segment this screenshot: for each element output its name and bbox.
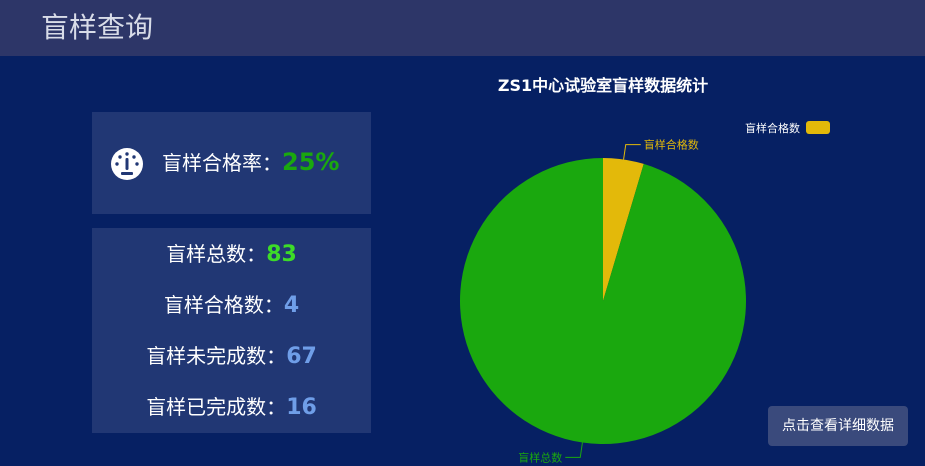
pass-rate-label: 盲样合格率： xyxy=(162,151,282,175)
legend-swatch-0[interactable] xyxy=(806,121,830,134)
pass-rate-value: 25% xyxy=(282,148,340,176)
stat-passed-label: 盲样合格数： xyxy=(163,293,284,317)
pie-slice-0[interactable] xyxy=(603,158,644,301)
pass-rate-card: 盲样合格率：25% xyxy=(92,112,371,214)
stat-passed: 盲样合格数：4 xyxy=(92,289,371,322)
gauge-icon xyxy=(111,148,143,180)
stat-incomplete-label: 盲样未完成数： xyxy=(146,344,287,368)
pie-slice-1[interactable] xyxy=(459,158,746,444)
stat-completed: 盲样已完成数：16 xyxy=(92,391,371,424)
pie-label-line-1 xyxy=(565,442,583,458)
pie-label-line-0 xyxy=(623,144,641,160)
pie-label-0: 盲样合格数 xyxy=(644,138,699,152)
stat-total-label: 盲样总数： xyxy=(166,242,267,266)
stat-incomplete: 盲样未完成数：67 xyxy=(92,340,371,373)
pie-label-1: 盲样总数 xyxy=(518,450,562,464)
pass-rate: 盲样合格率：25% xyxy=(162,146,339,179)
stat-completed-value: 16 xyxy=(286,395,317,420)
stat-total-value: 83 xyxy=(266,242,297,267)
page-title: 盲样查询 xyxy=(41,11,154,44)
view-details-button[interactable]: 点击查看详细数据 xyxy=(768,406,908,446)
legend-label-0[interactable]: 盲样合格数 xyxy=(745,121,800,135)
stat-completed-label: 盲样已完成数： xyxy=(146,395,287,419)
stat-incomplete-value: 67 xyxy=(286,344,317,369)
stat-passed-value: 4 xyxy=(283,293,300,318)
stats-card: 盲样总数：83 盲样合格数：4 盲样未完成数：67 盲样已完成数：16 xyxy=(92,228,371,433)
chart-title: ZS1中心试验室盲样数据统计 xyxy=(497,76,709,95)
stat-total: 盲样总数：83 xyxy=(92,238,371,271)
page-header: 盲样查询 xyxy=(0,0,925,56)
